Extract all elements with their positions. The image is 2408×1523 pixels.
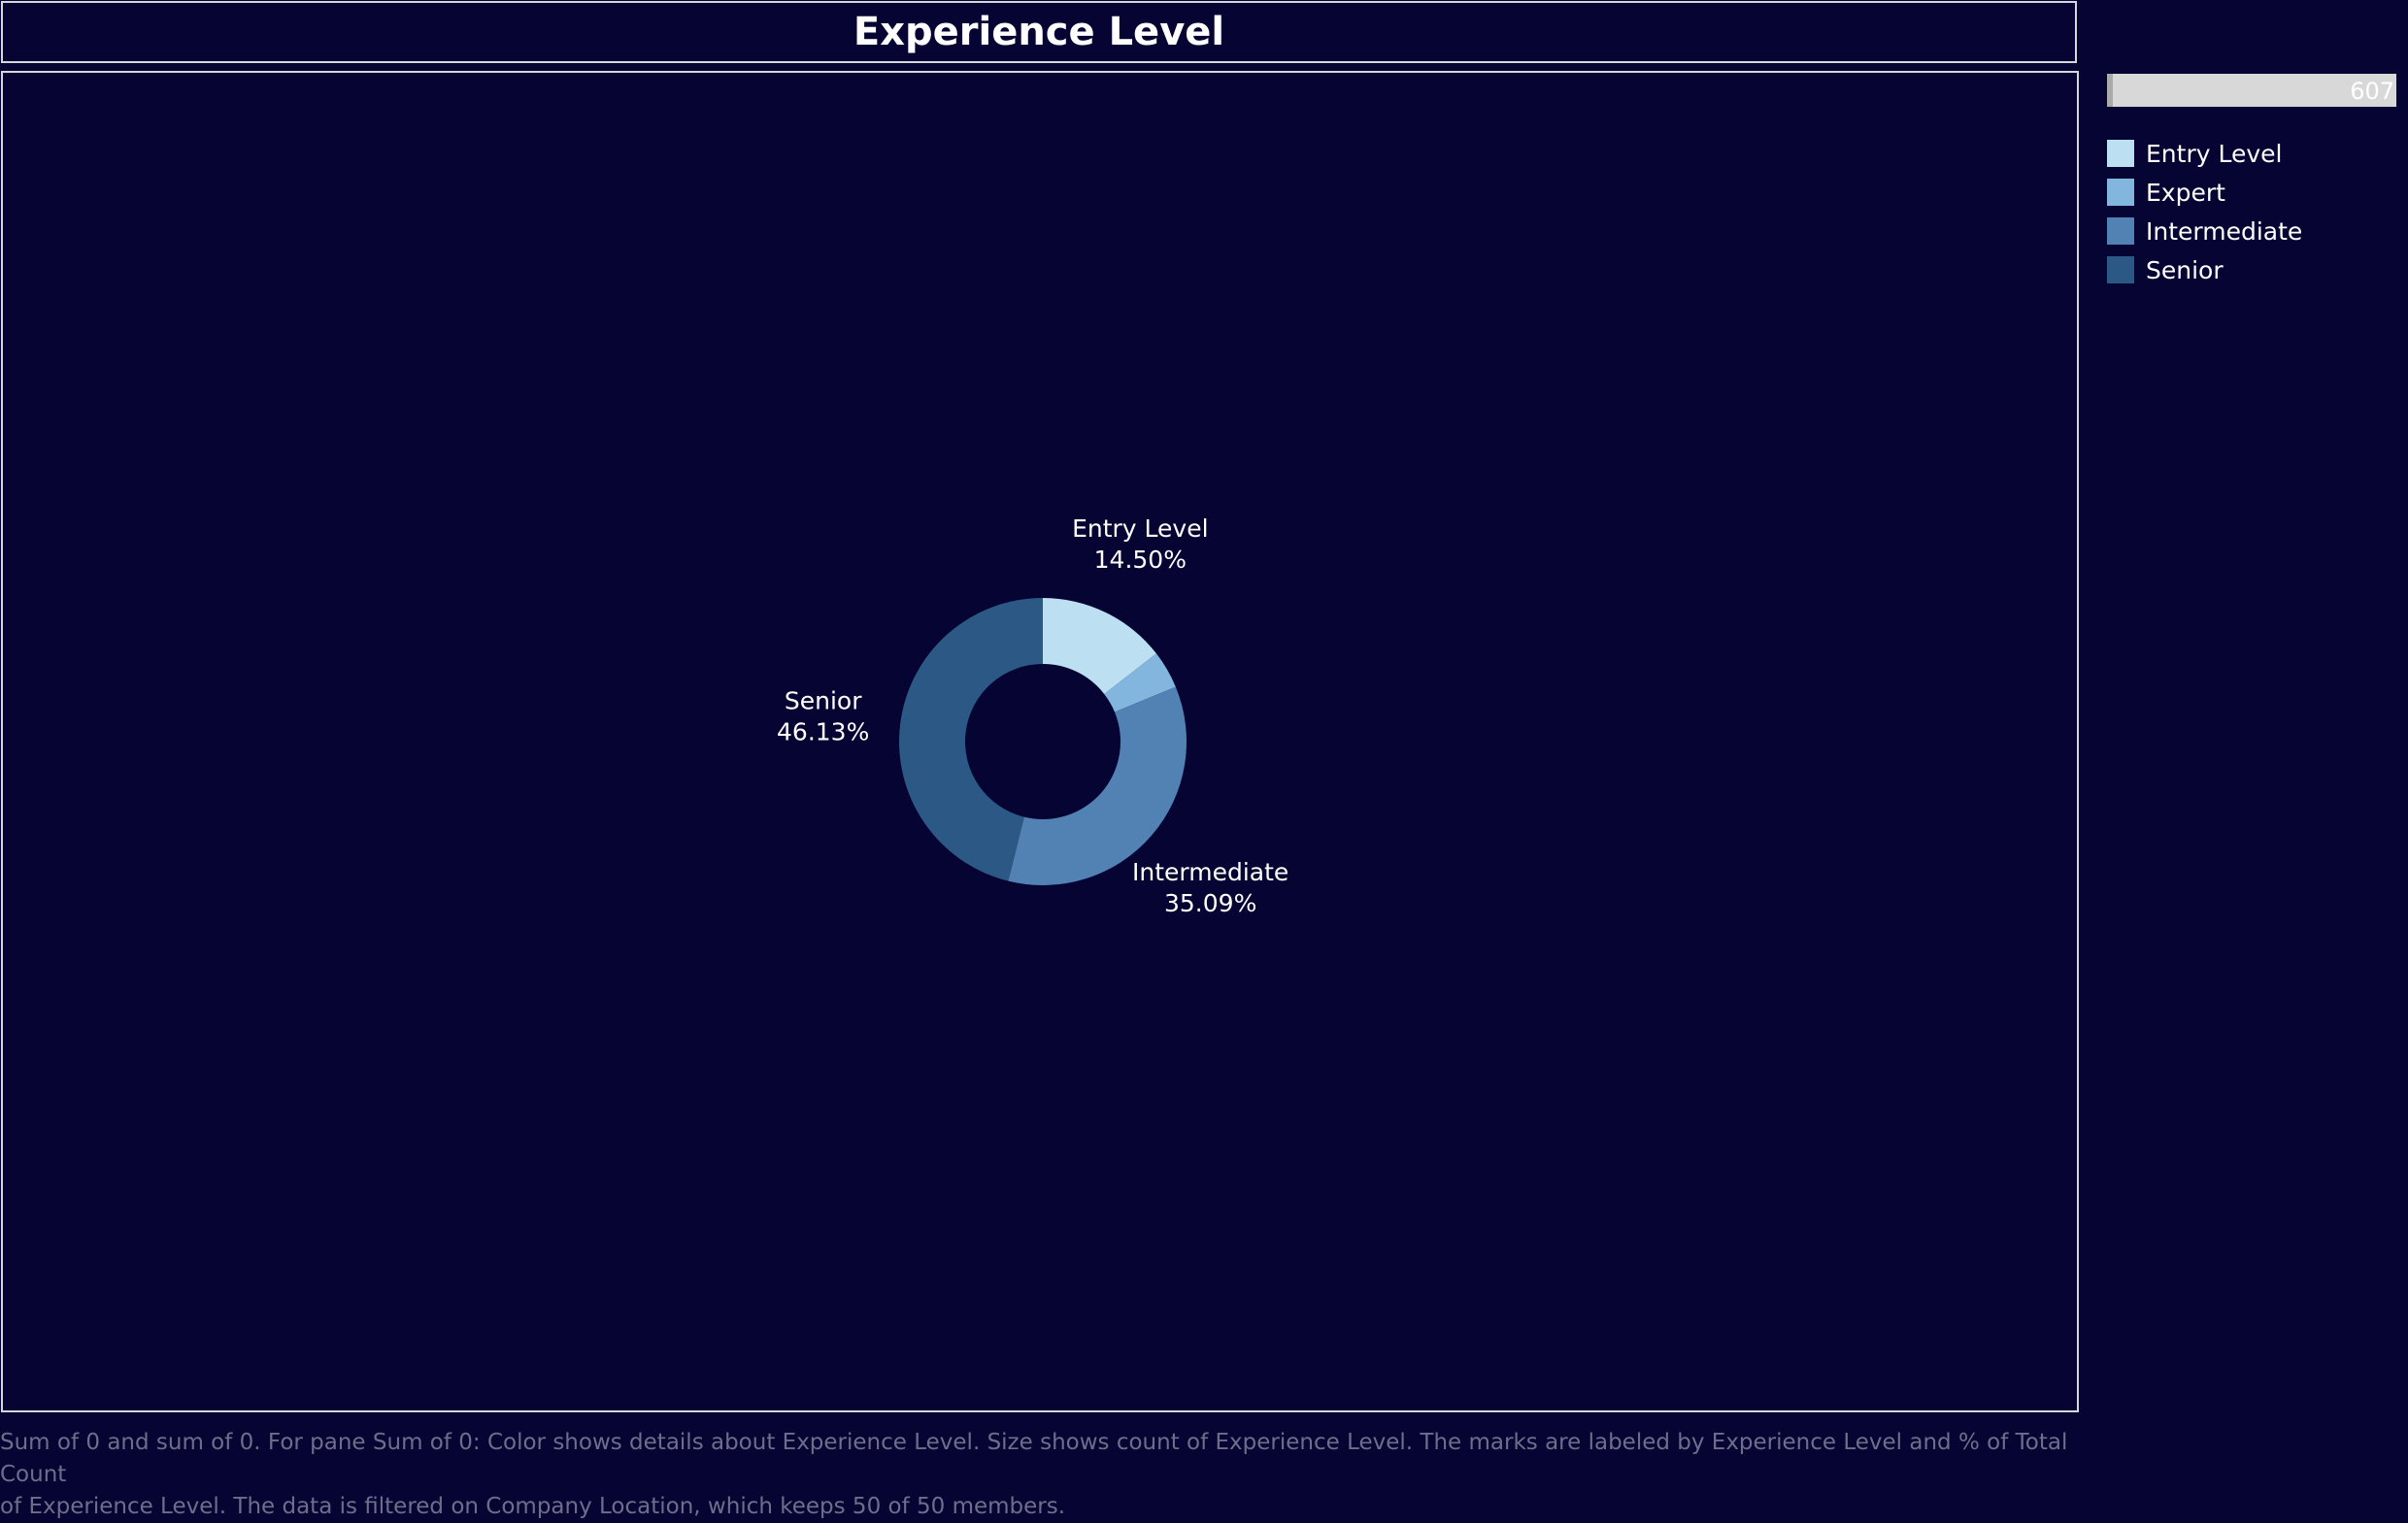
legend-item-senior[interactable]: Senior bbox=[2107, 250, 2302, 289]
legend-swatch bbox=[2107, 140, 2134, 167]
footnote: Sum of 0 and sum of 0. For pane Sum of 0… bbox=[0, 1427, 2078, 1523]
legend-label: Entry Level bbox=[2146, 139, 2283, 168]
color-legend: Entry Level Expert Intermediate Senior bbox=[2107, 134, 2302, 289]
size-legend: 607 bbox=[2107, 74, 2396, 107]
chart-pane: Entry Level 14.50% Intermediate 35.09% Senio… bbox=[1, 71, 2079, 1412]
legend-label: Expert bbox=[2146, 178, 2225, 207]
title-bar: Experience Level bbox=[1, 1, 2077, 63]
slice-label-intermediate: Intermediate 35.09% bbox=[1132, 858, 1288, 917]
donut-slice-entry-level[interactable] bbox=[1043, 598, 1156, 694]
legend-swatch bbox=[2107, 179, 2134, 206]
donut-slice-senior[interactable] bbox=[898, 598, 1043, 881]
legend-label: Senior bbox=[2146, 255, 2224, 284]
legend-item-expert[interactable]: Expert bbox=[2107, 173, 2302, 212]
footnote-line: of Experience Level. The data is filtere… bbox=[0, 1494, 1066, 1519]
slice-label-entry-level: Entry Level 14.50% bbox=[1072, 514, 1208, 574]
donut-chart: Entry Level 14.50% Intermediate 35.09% Senio… bbox=[777, 514, 1288, 917]
legend-swatch bbox=[2107, 256, 2134, 283]
legend-item-intermediate[interactable]: Intermediate bbox=[2107, 212, 2302, 250]
legend-item-entry-level[interactable]: Entry Level bbox=[2107, 134, 2302, 173]
page-title: Experience Level bbox=[853, 10, 1225, 54]
donut-slice-expert[interactable] bbox=[1104, 653, 1176, 712]
legend-swatch bbox=[2107, 217, 2134, 245]
donut-slice-intermediate[interactable] bbox=[1008, 686, 1187, 886]
legend-label: Intermediate bbox=[2146, 216, 2303, 246]
size-legend-value: 607 bbox=[2350, 78, 2394, 105]
footnote-line: Sum of 0 and sum of 0. For pane Sum of 0… bbox=[0, 1430, 2068, 1487]
slice-label-senior: Senior 46.13% bbox=[777, 686, 869, 745]
